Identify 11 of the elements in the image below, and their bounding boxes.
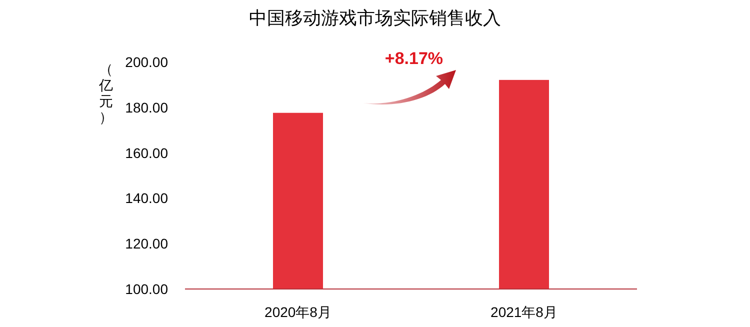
x-tick-label: 2021年8月 xyxy=(490,304,558,320)
y-tick-label: 160.00 xyxy=(125,144,168,161)
annotation: +8.17% xyxy=(384,49,444,68)
y-tick-label: 120.00 xyxy=(125,236,168,252)
y-tick-label: 180.00 xyxy=(125,99,168,116)
chart-title: 中国移动游戏市场实际销售收入 xyxy=(249,8,501,28)
x-tick-label: 2020年8月 xyxy=(264,304,332,320)
y-tick-label: 100.00 xyxy=(125,281,168,297)
y-tick-label: 200.00 xyxy=(125,54,168,70)
y-tick-label: 140.00 xyxy=(125,190,168,206)
y-axis-title: （亿元） xyxy=(98,61,113,125)
